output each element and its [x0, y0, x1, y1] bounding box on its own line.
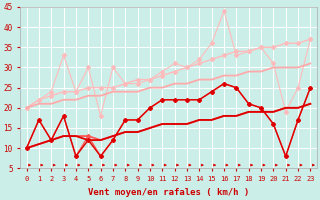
X-axis label: Vent moyen/en rafales ( km/h ): Vent moyen/en rafales ( km/h )	[88, 188, 249, 197]
